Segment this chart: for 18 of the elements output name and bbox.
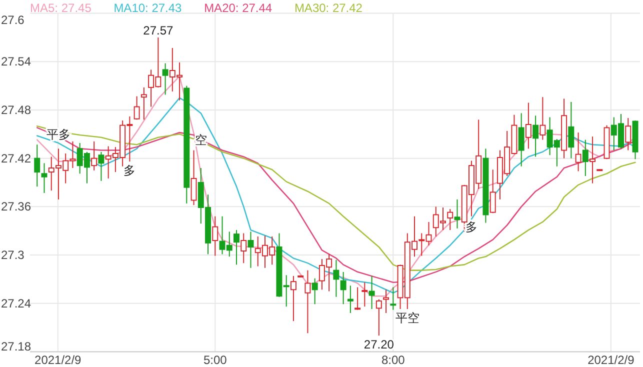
y-tick-label: 27.48 [1,102,32,117]
x-tick-label: 2021/2/9 [588,353,635,367]
annotation: 27.20 [364,338,394,352]
y-tick-label: 27.42 [1,151,32,166]
y-tick-label: 27.54 [1,54,32,69]
annotation: 多 [465,220,478,234]
x-tick-label: 5:00 [203,353,228,367]
y-tick-label: 27.6 [1,13,25,27]
x-tick-label: 8:00 [381,353,406,367]
x-tick-label: 2021/2/9 [34,353,82,367]
y-tick-label: 27.3 [1,248,25,262]
annotation: 多 [124,164,136,178]
legend: MA5: 27.45 MA10: 27.43 MA20: 27.44 MA30: 27.42 [30,1,362,15]
y-tick-label: 27.24 [1,296,32,310]
annotation: 27.57 [143,23,174,38]
annotation: 平空 [395,310,420,325]
y-tick-label: 27.18 [1,340,32,354]
y-tick-label: 27.36 [1,200,32,214]
